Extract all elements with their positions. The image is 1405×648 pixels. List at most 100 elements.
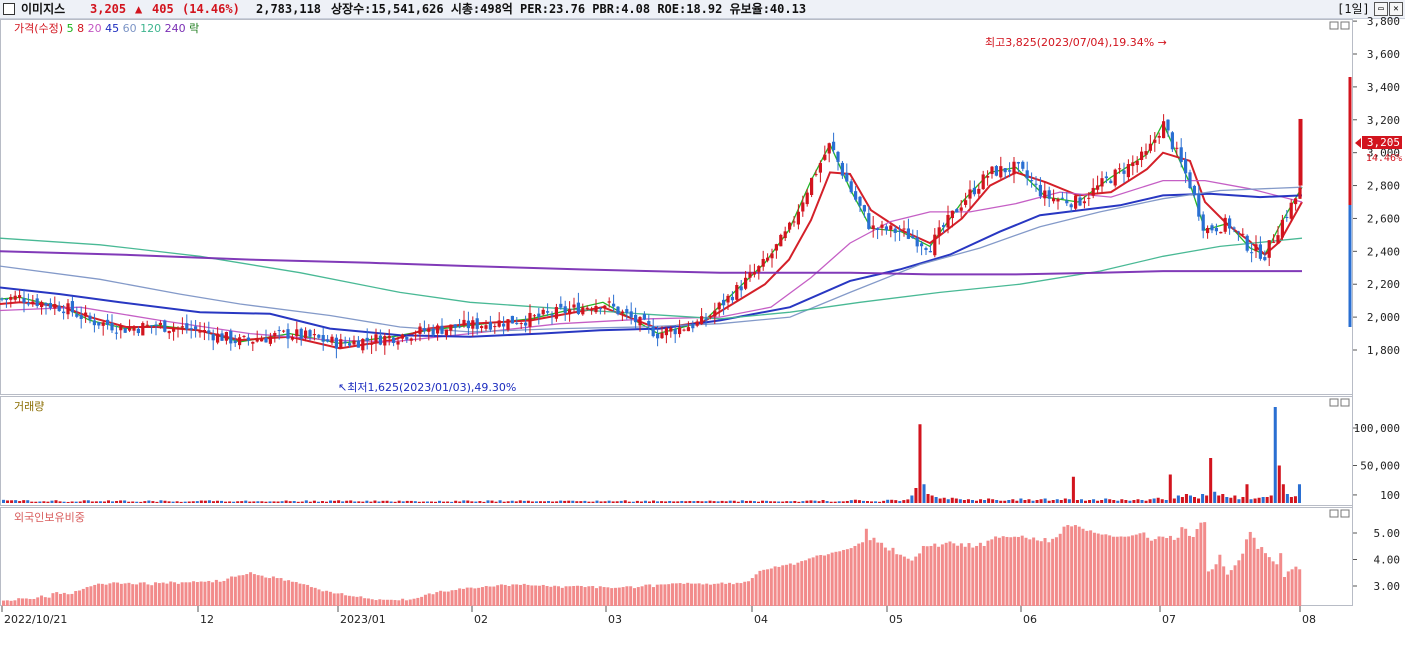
foreign-ratio-bar [636,587,640,606]
candle-body [106,319,110,325]
foreign-ratio-bar [245,574,249,606]
foreign-ratio-bar [279,578,283,606]
foreign-ratio-bar [1203,522,1207,606]
foreign-ratio-bar [237,575,241,606]
volume-bar [1088,500,1092,503]
volume-bar [934,497,938,503]
volume-bar [377,501,381,503]
foreign-ratio-bar [1016,536,1020,606]
period-selector[interactable]: [1일] [1337,2,1370,16]
candle-body [840,162,844,176]
foreign-ratio-bar [1024,537,1028,606]
candle-body [647,321,651,325]
volume-bar [615,501,619,503]
foreign-ratio-bar [1263,553,1267,606]
candle-body [79,315,83,319]
close-button[interactable]: ✕ [1389,2,1403,16]
volume-bar [728,500,732,503]
foreign-ratio-bar [678,583,682,606]
foreign-ratio-bar [697,583,701,606]
volume-bar [385,500,389,503]
candle-body [836,151,840,162]
candle-body [334,337,338,349]
foreign-ratio-bar [541,584,545,606]
volume-bar [1124,500,1128,503]
volume-bar [720,500,724,503]
foreign-ratio-bar [686,582,690,606]
candle-body [396,341,400,345]
foreign-ratio-bar [838,551,842,606]
foreign-ratio-bar [340,593,344,606]
volume-bar [470,501,474,503]
candle-body [1263,257,1267,261]
candle-body [990,166,994,175]
foreign-ratio-bar [997,537,1001,606]
foreign-ratio-bar [450,590,454,606]
foreign-ratio-bar [644,584,648,606]
volume-bar [1027,499,1031,503]
x-tick-label: 02 [474,613,488,626]
current-pct-tag: 14.46% [1366,153,1402,164]
volume-bar [950,497,954,503]
candle-body [66,303,70,315]
foreign-ratio-bar [652,587,656,606]
foreign-ratio-bar [70,593,74,606]
foreign-ratio-bar [382,599,386,606]
volume-bar [1273,407,1277,503]
volume-bar [115,500,119,503]
foreign-ratio-bar [758,570,762,606]
minimize-button[interactable]: ▭ [1374,2,1388,16]
ma8-legend: 8 [77,22,85,35]
candle-body [928,251,932,253]
volume-bar [119,500,123,503]
select-checkbox[interactable] [3,3,15,15]
foreign-ratio-bar [1020,535,1024,606]
candle-body [1056,199,1060,202]
foreign-ratio-bar [963,546,967,606]
candle-body [1214,227,1218,232]
volume-bar [1297,484,1301,503]
candle-body [1060,197,1064,199]
volume-bar [98,501,102,503]
candle-body [810,177,814,195]
volume-bar [660,501,664,503]
volume-bar [429,501,433,503]
foreign-ratio-bar [275,578,279,606]
candle-body [708,315,712,318]
volume-bar [643,500,647,503]
candle-body [924,248,928,251]
candle-body [796,211,800,225]
volume-bar [1092,499,1096,503]
volume-bar [111,501,115,503]
volume-bar [393,501,397,503]
foreign-ratio-bar [1028,539,1032,606]
foreign-ratio-bar [876,542,880,606]
candle-body [735,285,739,300]
candle-body [673,329,677,335]
foreign-ratio-bar [807,558,811,606]
volume-bar [926,494,930,503]
foreign-ratio-bar [142,582,146,606]
candle-body [343,341,347,344]
volume-bar [54,500,58,503]
volume-bar [478,501,482,503]
candle-body [1074,195,1078,209]
foreign-ratio-bar [287,580,291,606]
volume-bar [1116,500,1120,503]
candle-body [994,166,998,176]
candle-body [620,311,624,314]
volume-bar [583,500,587,503]
volume-bar [123,500,127,503]
candle-body [361,338,365,351]
foreign-tick-label: 5.00 [1374,527,1401,540]
foreign-ratio-bar [1168,535,1172,606]
volume-bar [813,500,817,503]
foreign-ratio-bar [1119,536,1123,606]
candle-body [1206,227,1210,234]
volume-bar [1249,499,1253,503]
candle-body [128,327,132,331]
foreign-ratio-bar [249,572,253,606]
volume-bar [611,501,615,503]
foreign-ratio-bar [461,588,465,606]
candle-body [365,337,369,341]
